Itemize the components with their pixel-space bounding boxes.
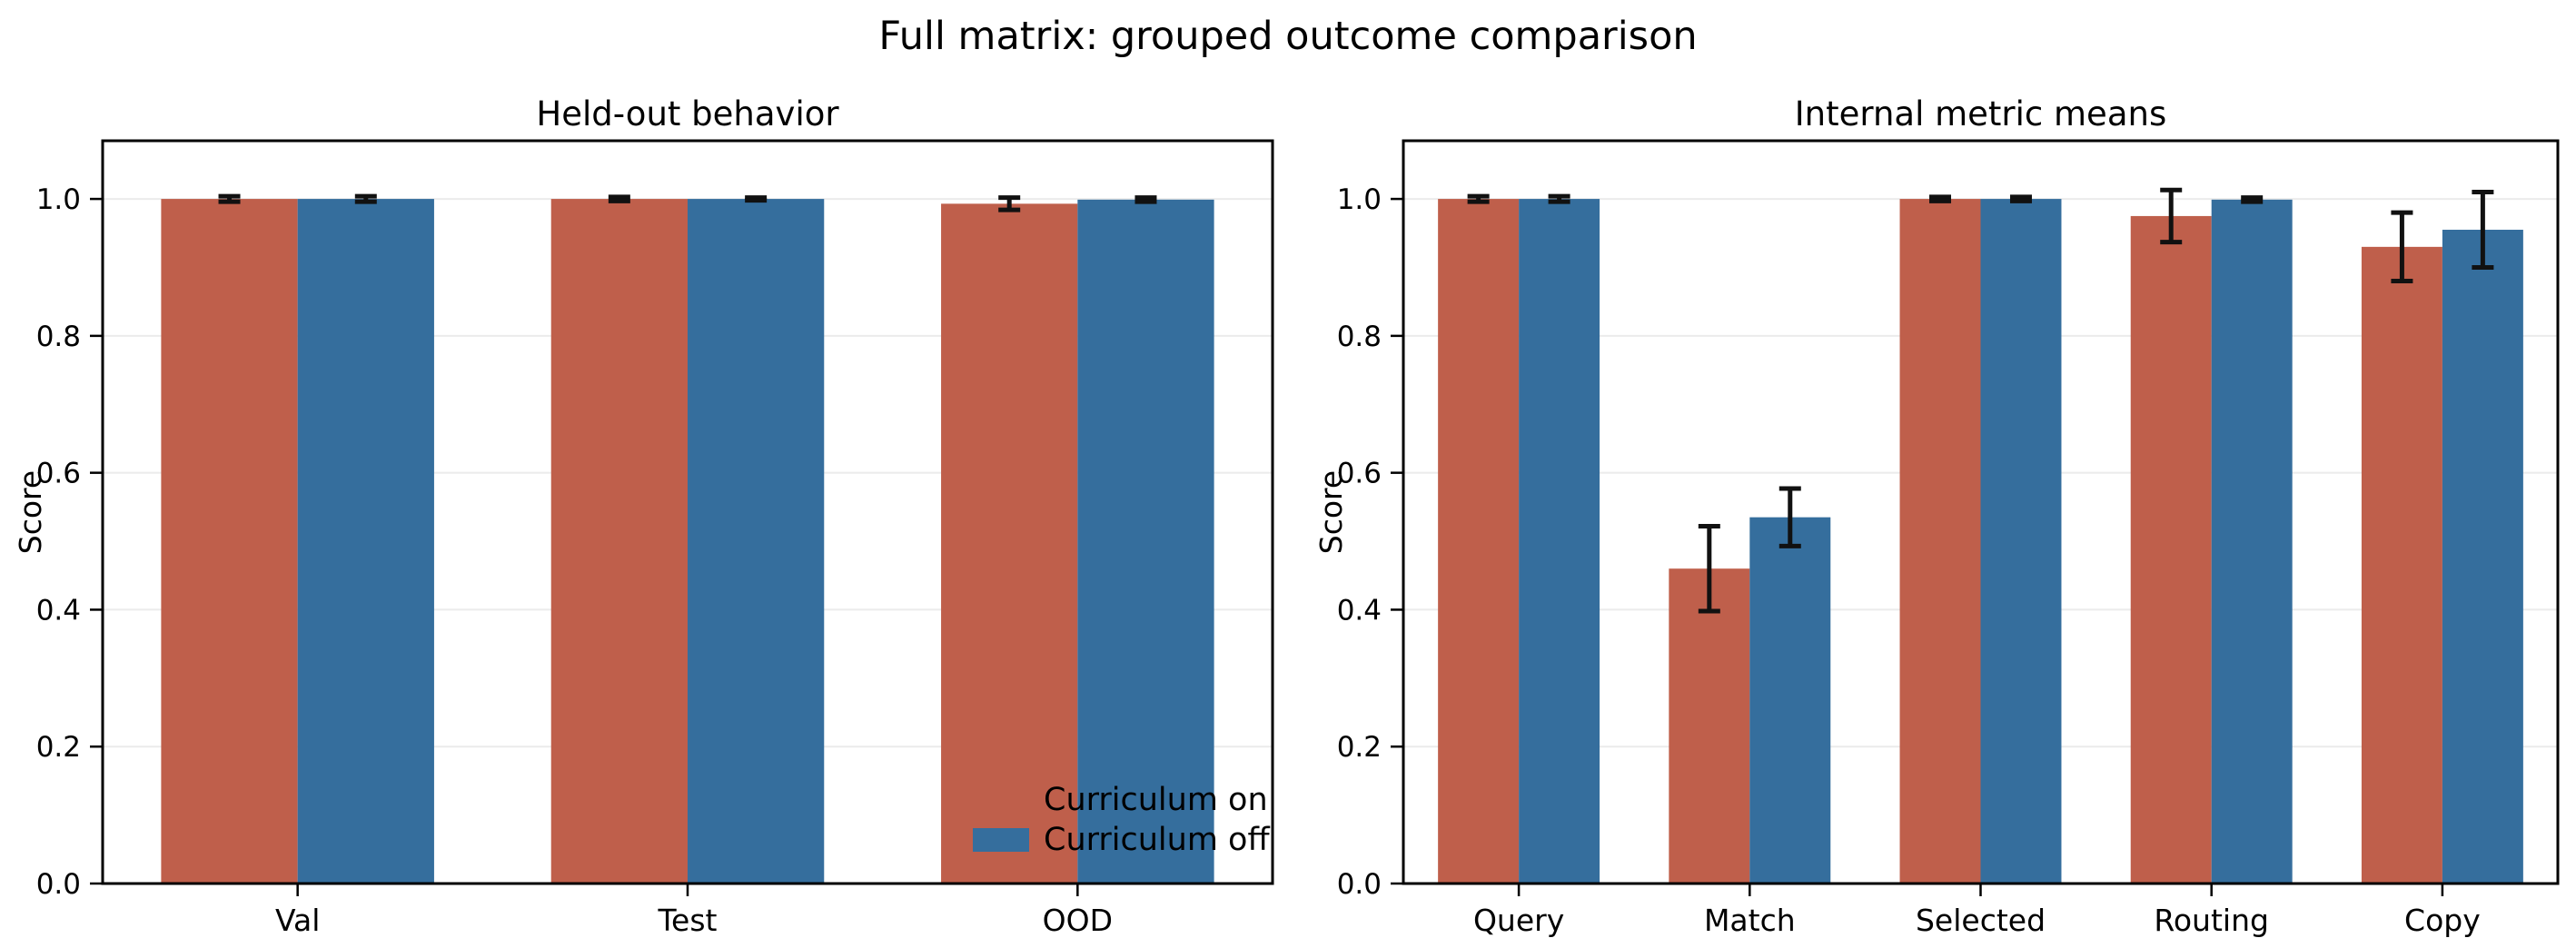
xtick-label-routing: Routing bbox=[2154, 903, 2269, 938]
legend-swatch-curriculum-on bbox=[973, 788, 1029, 812]
ytick-label-0-0: 0.0 bbox=[36, 868, 81, 901]
ytick-label-0-0: 0.0 bbox=[1337, 868, 1382, 901]
bar-curriculum-on-copy bbox=[2361, 246, 2442, 884]
xtick-label-copy: Copy bbox=[2404, 903, 2481, 938]
bar-curriculum-on-selected bbox=[1899, 199, 1981, 884]
bar-curriculum-on-query bbox=[1438, 199, 1520, 884]
ytick-label-1-0: 1.0 bbox=[1337, 183, 1382, 216]
subplot-held-out-behavior: 0.0 0.2 0.4 0.6 0.8 1.0 Val Test OOD Held-out beh… bbox=[13, 94, 1274, 938]
ytick-label-0-8: 0.8 bbox=[36, 321, 81, 353]
bar-curriculum-off-ood bbox=[1077, 199, 1214, 884]
ytick-label-0-8: 0.8 bbox=[1337, 321, 1382, 353]
ytick-label-0-6: 0.6 bbox=[36, 458, 81, 490]
bar-curriculum-off-val bbox=[297, 199, 434, 884]
xtick-label-val: Val bbox=[275, 903, 320, 938]
ytick-label-0-4: 0.4 bbox=[36, 594, 81, 627]
ytick-label-0-2: 0.2 bbox=[36, 731, 81, 764]
legend-label-curriculum-on: Curriculum on bbox=[1044, 782, 1268, 818]
bar-curriculum-on-test bbox=[550, 199, 688, 884]
ytick-label-1-0: 1.0 bbox=[36, 183, 81, 216]
legend-label-curriculum-off: Curriculum off bbox=[1044, 822, 1270, 858]
bar-curriculum-off-copy bbox=[2442, 230, 2523, 884]
xtick-label-query: Query bbox=[1473, 903, 1564, 938]
ytick-label-0-4: 0.4 bbox=[1337, 594, 1382, 627]
bar-curriculum-off-test bbox=[688, 199, 825, 884]
axes-spines bbox=[101, 139, 1274, 885]
bar-curriculum-on-ood bbox=[941, 203, 1078, 884]
subplot-title-internal-metric-means: Internal metric means bbox=[1795, 94, 2166, 133]
xtick-label-test: Test bbox=[658, 903, 718, 938]
subplot-internal-metric-means: 0.0 0.2 0.4 0.6 0.8 1.0 Query Match Selected Rout… bbox=[1313, 94, 2560, 938]
bar-curriculum-off-selected bbox=[1980, 199, 2062, 884]
bar-curriculum-on-val bbox=[161, 199, 298, 884]
bar-curriculum-on-match bbox=[1669, 568, 1750, 884]
legend-swatch-curriculum-off bbox=[973, 828, 1029, 852]
xtick-label-ood: OOD bbox=[1043, 903, 1113, 938]
ytick-label-0-6: 0.6 bbox=[1337, 458, 1382, 490]
bar-curriculum-off-routing bbox=[2211, 199, 2293, 884]
figure-title: Full matrix: grouped outcome comparison bbox=[878, 14, 1697, 59]
axes-spines bbox=[1402, 139, 2560, 885]
bar-curriculum-on-routing bbox=[2130, 215, 2212, 884]
subplot-title-held-out-behavior: Held-out behavior bbox=[536, 94, 839, 133]
y-axis-label-score: Score bbox=[1313, 470, 1349, 554]
bar-curriculum-off-query bbox=[1519, 199, 1600, 884]
y-axis-label-score: Score bbox=[13, 470, 48, 554]
ytick-label-0-2: 0.2 bbox=[1337, 731, 1382, 764]
xtick-label-match: Match bbox=[1704, 903, 1796, 938]
xtick-label-selected: Selected bbox=[1916, 903, 2046, 938]
bar-curriculum-off-match bbox=[1749, 517, 1831, 884]
